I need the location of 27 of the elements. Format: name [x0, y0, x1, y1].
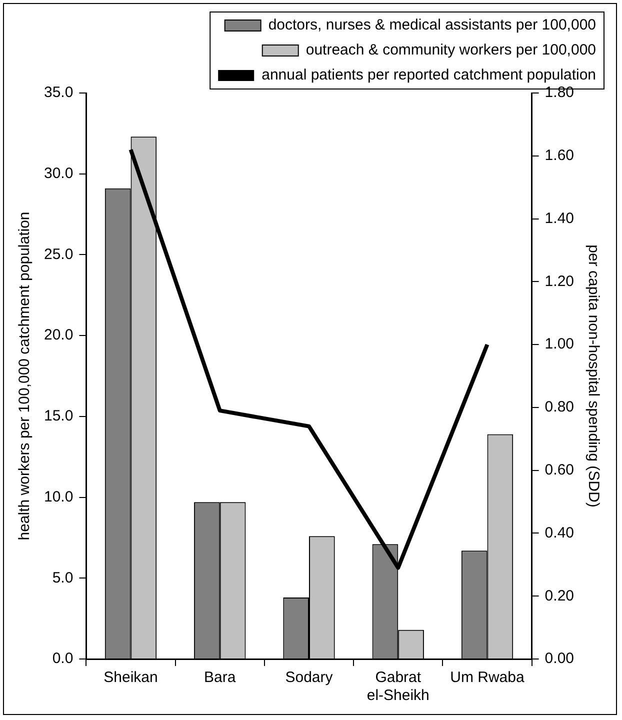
y-tick-label: 5.0 [52, 569, 74, 586]
y2-tick-label: 1.60 [544, 147, 574, 164]
y2-tick-label: 1.40 [544, 210, 574, 227]
x-tick-label: Sodary [285, 669, 334, 686]
x-tick-label: Um Rwaba [450, 669, 525, 686]
y-tick-label: 25.0 [44, 246, 74, 263]
legend-label: annual patients per reported catchment population [262, 66, 596, 84]
y2-tick-label: 1.20 [544, 272, 574, 290]
x-tick-label: Bara [204, 669, 236, 686]
y2-tick-label: 0.40 [544, 524, 574, 542]
y2-tick-label: 0.00 [544, 650, 574, 668]
y2-tick-label: 0.60 [544, 461, 574, 478]
x-tick-label: Gabrat el-Sheikh [366, 669, 430, 704]
y-tick-label: 35.0 [44, 84, 74, 102]
y-tick-label: 20.0 [44, 326, 74, 344]
y-tick-label: 30.0 [44, 165, 74, 182]
y-axis-title: health workers per 100,000 catchment population [16, 212, 34, 540]
y-tick-label: 0.0 [52, 650, 74, 668]
y2-axis-title: per capita non-hospital spending (SDD) [584, 244, 602, 508]
y2-tick-label: 1.00 [544, 336, 574, 353]
legend-label: doctors, nurses & medical assistants per 100,000 [268, 16, 596, 34]
legend-label: outreach & community workers per 100,000 [306, 42, 596, 59]
y2-tick-label: 0.80 [544, 398, 574, 416]
y-tick-label: 10.0 [44, 488, 74, 506]
x-tick-label: Sheikan [104, 669, 158, 686]
y-tick-label: 15.0 [44, 408, 74, 425]
y2-tick-label: 0.20 [544, 587, 574, 604]
